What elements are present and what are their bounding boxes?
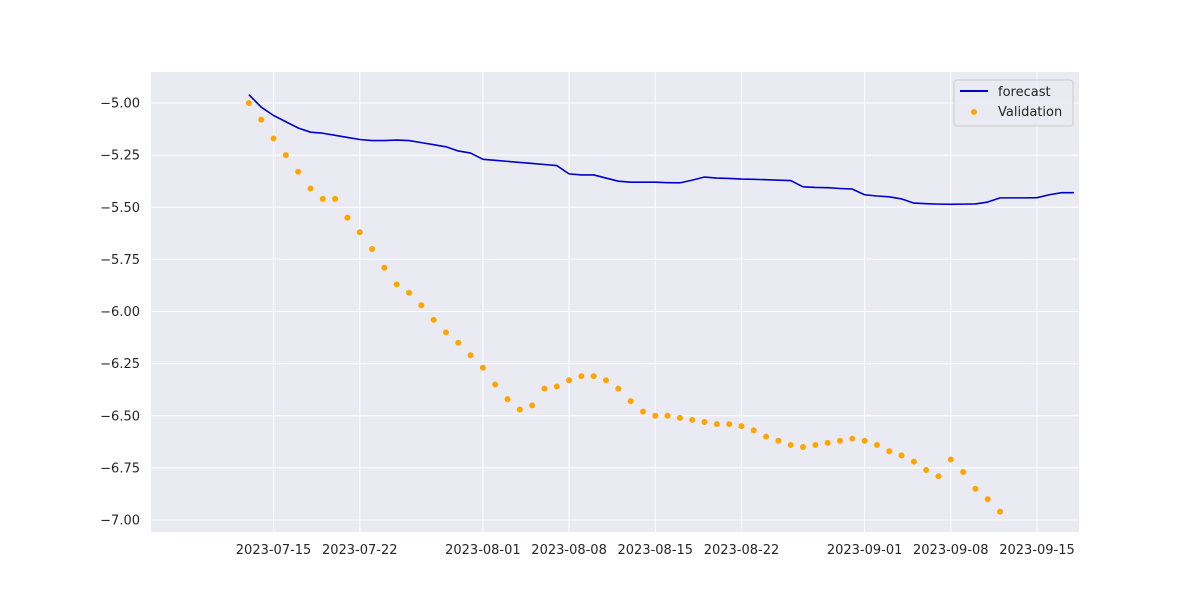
validation-point bbox=[553, 383, 560, 390]
validation-point bbox=[467, 352, 474, 359]
validation-point bbox=[910, 458, 917, 465]
x-tick-label-5: 2023-08-22 bbox=[704, 543, 780, 558]
x-tick-label-2: 2023-08-01 bbox=[445, 543, 521, 558]
y-tick-label-1: −5.25 bbox=[100, 149, 140, 164]
validation-point bbox=[479, 364, 486, 371]
series-layer bbox=[245, 94, 1074, 515]
y-tick-label-3: −5.75 bbox=[100, 253, 140, 268]
validation-point bbox=[270, 135, 277, 142]
validation-point bbox=[664, 412, 671, 419]
validation-point bbox=[529, 402, 536, 409]
validation-point bbox=[282, 152, 289, 159]
validation-point bbox=[541, 385, 548, 392]
x-tick-label-8: 2023-09-15 bbox=[999, 543, 1075, 558]
x-tick-label-6: 2023-09-01 bbox=[827, 543, 903, 558]
validation-point bbox=[566, 377, 573, 384]
tick-labels: 2023-07-15 2023-07-22 2023-08-01 2023-08-08… bbox=[100, 97, 1075, 559]
validation-point bbox=[812, 441, 819, 448]
validation-point bbox=[923, 466, 930, 473]
validation-point bbox=[615, 385, 622, 392]
grid bbox=[151, 72, 1079, 532]
validation-point bbox=[590, 373, 597, 380]
validation-point bbox=[430, 316, 437, 323]
validation-point bbox=[258, 116, 265, 123]
validation-point bbox=[603, 377, 610, 384]
validation-point bbox=[332, 195, 339, 202]
validation-point bbox=[356, 229, 363, 236]
x-tick-label-3: 2023-08-08 bbox=[531, 543, 607, 558]
y-tick-label-6: −6.50 bbox=[100, 409, 140, 424]
x-tick-label-1: 2023-07-22 bbox=[322, 543, 398, 558]
x-tick-label-7: 2023-09-08 bbox=[913, 543, 989, 558]
validation-point bbox=[295, 168, 302, 175]
validation-point bbox=[775, 437, 782, 444]
validation-point bbox=[726, 421, 733, 428]
validation-point bbox=[578, 373, 585, 380]
validation-point bbox=[442, 329, 449, 336]
legend-validation-label: Validation bbox=[998, 105, 1062, 120]
validation-point bbox=[381, 264, 388, 271]
validation-point bbox=[307, 185, 314, 192]
validation-point bbox=[652, 412, 659, 419]
validation-point bbox=[824, 439, 831, 446]
validation-point bbox=[849, 435, 856, 442]
validation-point bbox=[504, 396, 511, 403]
validation-point bbox=[960, 469, 967, 476]
validation-point bbox=[873, 441, 880, 448]
forecast-line bbox=[248, 94, 1074, 206]
validation-point bbox=[750, 427, 757, 434]
legend: forecast Validation bbox=[953, 79, 1074, 127]
validation-point bbox=[972, 485, 979, 492]
legend-validation-swatch bbox=[971, 109, 977, 115]
y-tick-label-4: −6.00 bbox=[100, 305, 140, 320]
validation-point bbox=[997, 508, 1004, 515]
validation-point bbox=[898, 452, 905, 459]
validation-point bbox=[947, 456, 954, 463]
validation-point bbox=[245, 100, 252, 106]
validation-point bbox=[800, 444, 807, 451]
validation-point bbox=[627, 398, 634, 405]
validation-point bbox=[713, 421, 720, 428]
validation-point bbox=[787, 441, 794, 448]
validation-point bbox=[861, 437, 868, 444]
y-tick-label-2: −5.50 bbox=[100, 201, 140, 216]
validation-point bbox=[406, 289, 413, 296]
legend-forecast-label: forecast bbox=[998, 85, 1051, 100]
validation-point bbox=[676, 414, 683, 421]
x-tick-label-0: 2023-07-15 bbox=[236, 543, 312, 558]
validation-point bbox=[701, 419, 708, 426]
validation-point bbox=[738, 423, 745, 430]
validation-point bbox=[393, 281, 400, 288]
y-tick-label-8: −7.00 bbox=[100, 514, 140, 529]
validation-point bbox=[344, 214, 351, 221]
validation-point bbox=[369, 245, 376, 252]
x-tick-label-4: 2023-08-15 bbox=[618, 543, 694, 558]
validation-point bbox=[319, 195, 326, 202]
validation-point bbox=[455, 339, 462, 346]
validation-point bbox=[516, 406, 523, 413]
y-tick-label-5: −6.25 bbox=[100, 357, 140, 372]
validation-point bbox=[935, 473, 942, 480]
y-tick-label-7: −6.75 bbox=[100, 461, 140, 476]
validation-point bbox=[689, 416, 696, 423]
validation-point bbox=[984, 496, 991, 503]
validation-point bbox=[886, 448, 893, 455]
validation-point bbox=[418, 302, 425, 309]
validation-point bbox=[639, 408, 646, 415]
y-tick-label-0: −5.00 bbox=[100, 97, 140, 112]
validation-point bbox=[492, 381, 499, 388]
plot-background bbox=[151, 72, 1079, 532]
validation-point bbox=[836, 437, 843, 444]
validation-point bbox=[763, 433, 770, 440]
